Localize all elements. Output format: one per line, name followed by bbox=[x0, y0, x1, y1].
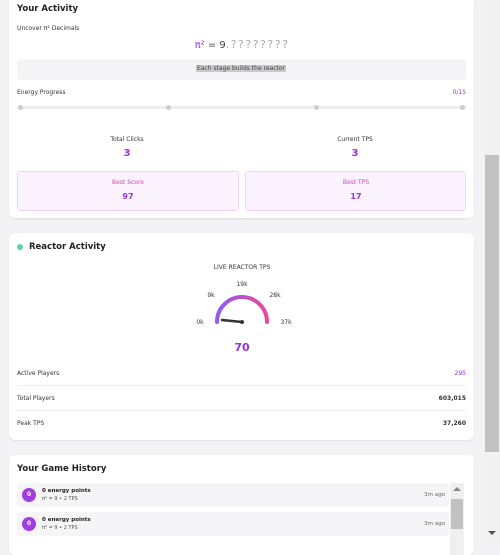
item-time: 3m ago bbox=[424, 521, 445, 527]
progress-track bbox=[17, 106, 466, 109]
status-dot bbox=[17, 244, 23, 250]
progress-value: 0/15 bbox=[452, 89, 466, 96]
page: Reactor html, body { margin: 0; padding:… bbox=[9, 0, 500, 555]
progress-dot bbox=[314, 105, 319, 110]
list-scrollbar[interactable] bbox=[450, 483, 464, 555]
item-badge: 0 bbox=[22, 488, 36, 502]
row-label: Active Players bbox=[17, 370, 60, 377]
gauge-needle bbox=[220, 318, 244, 324]
gauge-value: 70 bbox=[234, 341, 250, 354]
stat-value: 3 bbox=[123, 148, 131, 159]
reactor-card: Reactor Activity LIVE REACTOR TPS 0k 9k … bbox=[9, 233, 474, 440]
best-label: Best Score bbox=[112, 179, 144, 186]
separator bbox=[17, 410, 466, 411]
row-value: 295 bbox=[454, 370, 466, 377]
history-item[interactable]: 0 0 energy points π² = 9 • 2 TPS 3m ago bbox=[17, 483, 449, 507]
formula: π² = 9.???????? bbox=[195, 38, 290, 51]
best-box: Best TPS 17 bbox=[245, 171, 466, 211]
gauge-hub bbox=[240, 320, 244, 324]
gauge-tick: 37k bbox=[280, 319, 292, 326]
stat-value: 3 bbox=[351, 148, 359, 159]
best-label: Best TPS bbox=[342, 179, 370, 186]
page-body: Your Activity Uncover π² Decimals π² = 9… bbox=[9, 0, 500, 555]
gauge-arc bbox=[215, 295, 269, 324]
history-item[interactable]: 0 0 energy points π² = 9 • 2 TPS 3m ago bbox=[17, 512, 449, 536]
page-scroll-thumb[interactable] bbox=[485, 155, 499, 452]
item-title: 0 energy points bbox=[42, 488, 91, 494]
formula-symbol: π² bbox=[194, 40, 205, 51]
gauge bbox=[215, 295, 269, 324]
gauge-title: LIVE REACTOR TPS bbox=[213, 264, 271, 271]
item-detail: π² = 9 • 2 TPS bbox=[42, 496, 78, 502]
page-scrollbar[interactable] bbox=[484, 0, 500, 543]
progress-dot bbox=[18, 105, 23, 110]
progress-dot bbox=[166, 105, 171, 110]
row-value: 37,260 bbox=[442, 420, 466, 427]
card-title: Your Game History bbox=[17, 464, 107, 474]
best-value: 17 bbox=[350, 192, 362, 201]
item-title: 0 energy points bbox=[42, 517, 91, 523]
scroll-down[interactable] bbox=[488, 530, 496, 536]
history-card: Your Game History 0 0 energy points π² =… bbox=[9, 455, 474, 555]
progress-label: Energy Progress bbox=[17, 89, 66, 96]
item-detail: π² = 9 • 2 TPS bbox=[42, 525, 78, 531]
card-title: Reactor Activity bbox=[29, 242, 106, 252]
separator bbox=[17, 385, 466, 386]
gauge-tick: 28k bbox=[269, 292, 281, 299]
list-scroll-thumb[interactable] bbox=[451, 499, 463, 529]
item-badge: 0 bbox=[22, 517, 36, 531]
gauge-tick: 0k bbox=[196, 319, 204, 326]
hint-text: Each stage builds the reactor bbox=[195, 65, 287, 72]
stat-label: Current TPS bbox=[337, 136, 373, 143]
puzzle-label: Uncover π² Decimals bbox=[17, 25, 80, 32]
gauge-tick: 19k bbox=[236, 281, 248, 288]
row-label: Total Players bbox=[17, 395, 55, 402]
gauge-tick: 9k bbox=[207, 292, 215, 299]
formula-equals: = 9 bbox=[207, 40, 226, 51]
formula-decimals: .???????? bbox=[225, 38, 290, 51]
stat-label: Total Clicks bbox=[110, 136, 144, 143]
item-time: 3m ago bbox=[424, 492, 445, 498]
activity-card: Your Activity Uncover π² Decimals π² = 9… bbox=[9, 0, 474, 218]
hint-box: Each stage builds the reactor bbox=[17, 59, 466, 80]
scroll-up[interactable] bbox=[453, 486, 461, 492]
best-value: 97 bbox=[122, 192, 134, 201]
best-box: Best Score 97 bbox=[17, 171, 239, 211]
progress-dot bbox=[460, 105, 465, 110]
row-label: Peak TPS bbox=[17, 420, 45, 427]
row-value: 603,015 bbox=[438, 395, 466, 402]
card-title: Your Activity bbox=[17, 4, 79, 14]
